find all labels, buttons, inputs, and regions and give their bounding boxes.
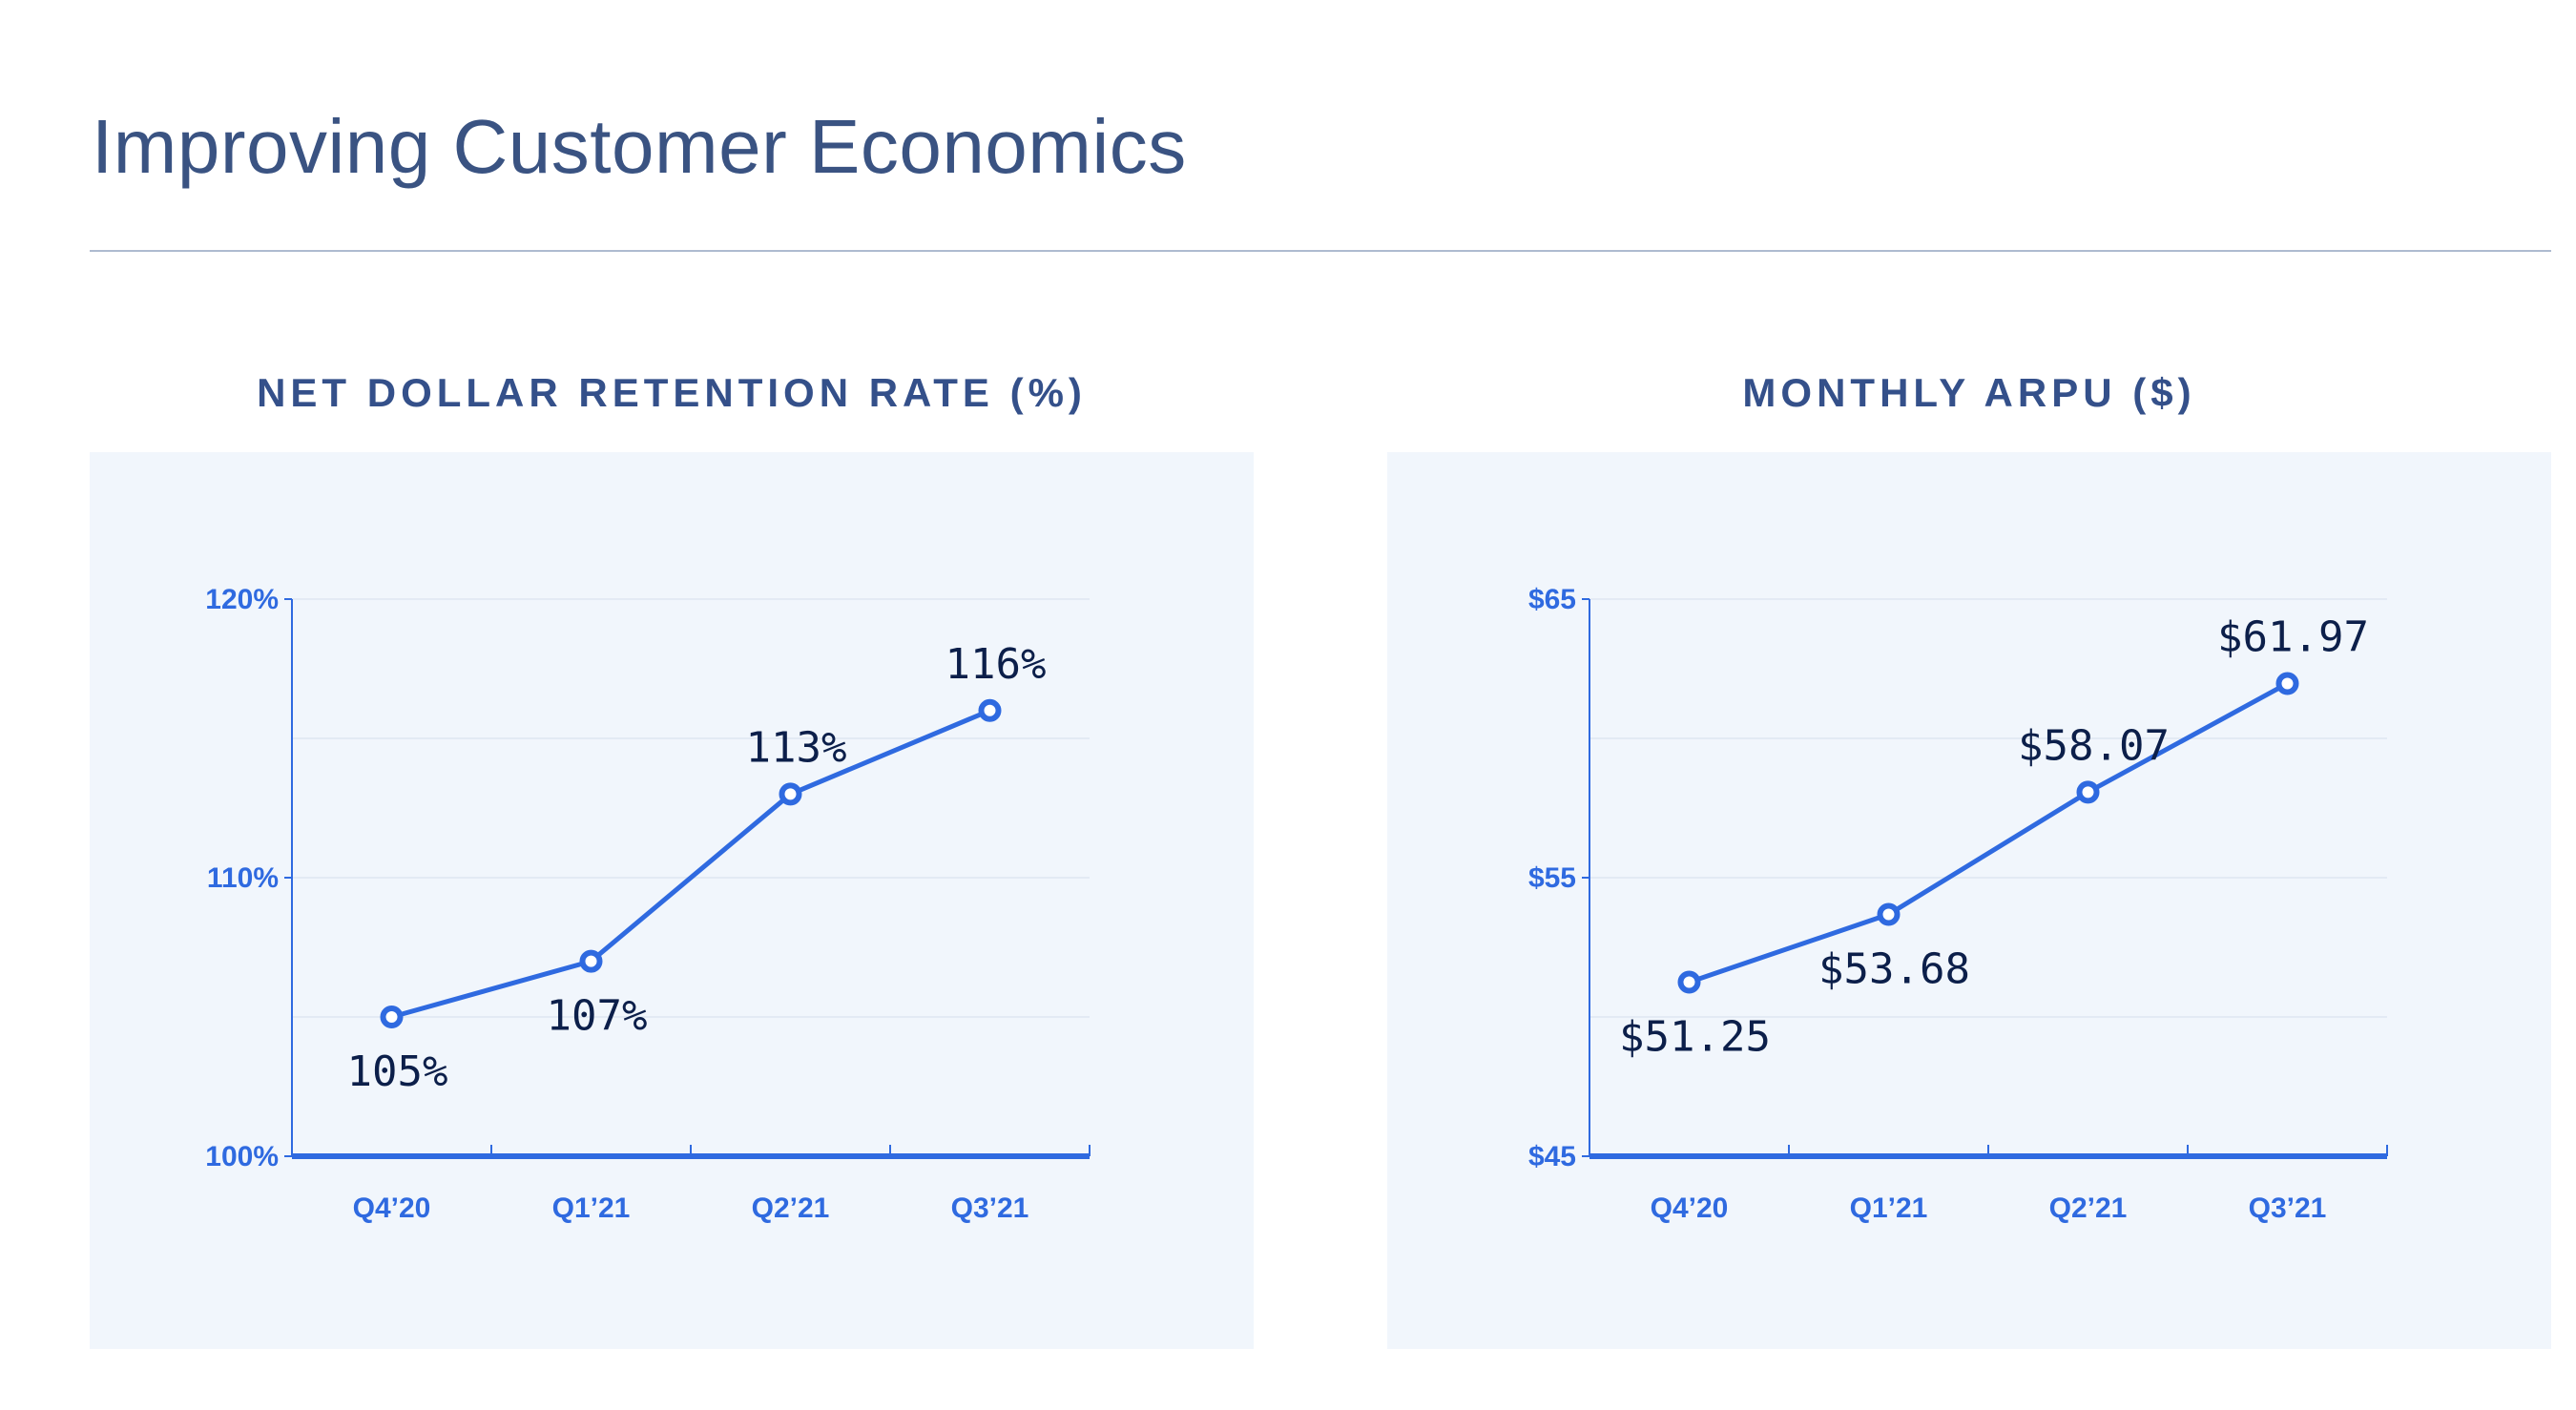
data-label: $51.25: [1619, 1013, 1771, 1062]
data-point: [779, 782, 802, 806]
x-tick-label: Q4’20: [1651, 1192, 1729, 1224]
x-tick-label: Q4’20: [353, 1192, 431, 1224]
chart-title-net-dollar-retention: NET DOLLAR RETENTION RATE (%): [257, 370, 1087, 415]
y-tick-label: 110%: [207, 862, 279, 894]
chart-title-monthly-arpu: MONTHLY ARPU ($): [1742, 370, 2196, 415]
x-tick-label: Q2’21: [752, 1192, 830, 1224]
data-label: 107%: [547, 992, 648, 1041]
y-tick-label: 100%: [205, 1141, 279, 1172]
x-tick-label: Q3’21: [2249, 1192, 2327, 1224]
chart-panel-net-dollar-retention: 100% 110% 120% Q4’20 Q1’21 Q2’21 Q3’21 105% 107%…: [90, 452, 1254, 1349]
x-tick-label: Q1’21: [1850, 1192, 1928, 1224]
page-title: Improving Customer Economics: [92, 104, 1187, 189]
y-tick-label: $65: [1528, 584, 1576, 615]
data-label: 113%: [746, 723, 847, 772]
x-tick-label: Q2’21: [2049, 1192, 2128, 1224]
x-tick-label: Q1’21: [552, 1192, 631, 1224]
data-point: [2076, 780, 2100, 804]
data-label: 105%: [347, 1047, 448, 1096]
x-tick-label: Q3’21: [951, 1192, 1029, 1224]
data-point: [579, 949, 603, 973]
title-divider: [90, 250, 2551, 252]
y-tick-label: 120%: [205, 584, 279, 615]
data-label: $53.68: [1818, 945, 1970, 994]
chart-panel-monthly-arpu: $45 $55 $65 Q4’20 Q1’21 Q2’21 Q3’21 $51.25 $53.6…: [1387, 452, 2551, 1349]
data-label: 116%: [945, 640, 1047, 689]
data-label: $58.07: [2018, 721, 2170, 770]
data-point: [1677, 970, 1701, 994]
series-line: [390, 708, 991, 1020]
net-dollar-retention-chart: 100% 110% 120% Q4’20 Q1’21 Q2’21 Q3’21 105% 107%…: [205, 584, 1091, 1224]
monthly-arpu-chart: $45 $55 $65 Q4’20 Q1’21 Q2’21 Q3’21 $51.25 $53.6…: [1528, 584, 2388, 1224]
data-point: [978, 698, 1002, 722]
data-point: [380, 1006, 404, 1028]
data-point: [1877, 902, 1901, 926]
y-tick-label: $45: [1528, 1141, 1576, 1172]
data-label: $61.97: [2217, 612, 2369, 661]
y-tick-label: $55: [1528, 862, 1576, 894]
series-line: [1688, 681, 2289, 985]
data-point: [2275, 672, 2299, 695]
